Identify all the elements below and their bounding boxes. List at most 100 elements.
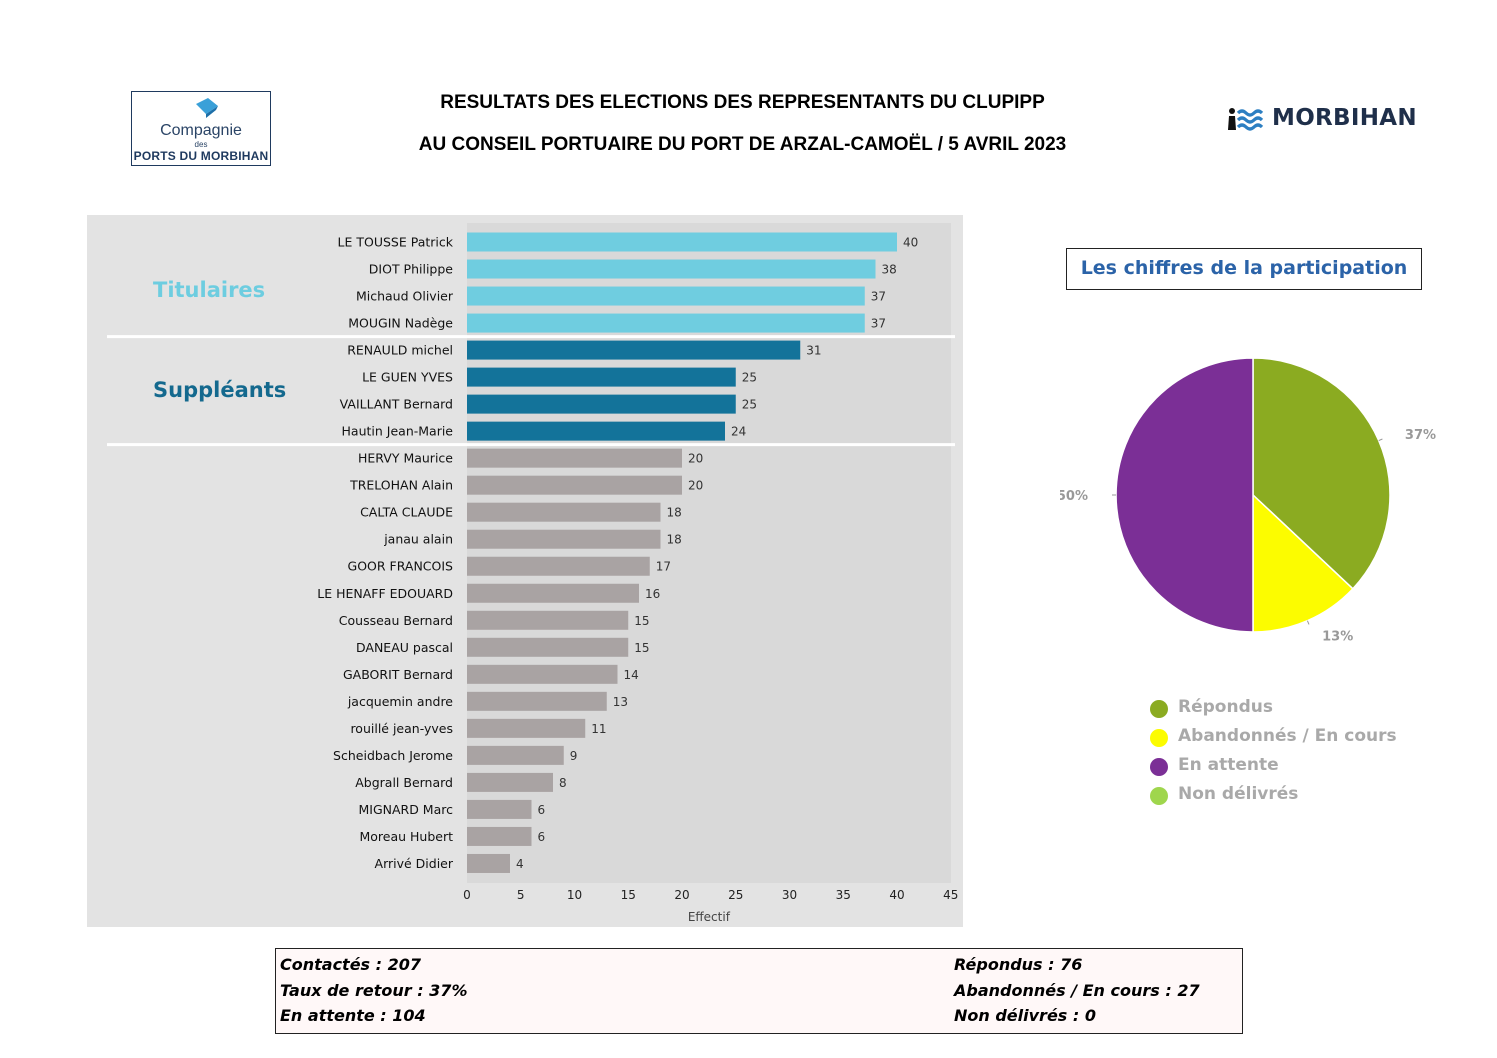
legend-label-repondus: Répondus — [1178, 697, 1273, 717]
waves-icon — [1228, 108, 1264, 131]
category-label: MIGNARD Marc — [358, 802, 453, 817]
legend-label-non-delivres: Non délivrés — [1178, 784, 1299, 804]
bar — [467, 313, 865, 333]
page-title-line-2: AU CONSEIL PORTUAIRE DU PORT DE ARZAL-CA… — [418, 134, 1067, 155]
participation-title: Les chiffres de la participation — [1066, 248, 1422, 290]
bar — [467, 637, 629, 657]
category-label: MOUGIN Nadège — [348, 316, 453, 331]
stat-taux-retour: Taux de retour : 37% — [280, 981, 468, 1000]
value-label: 9 — [570, 749, 578, 763]
category-label: jacquemin andre — [347, 694, 453, 709]
category-label: Moreau Hubert — [359, 829, 453, 844]
value-label: 14 — [624, 668, 639, 682]
pie-slice — [1115, 357, 1254, 633]
value-label: 17 — [656, 560, 671, 574]
category-label: GABORIT Bernard — [343, 667, 453, 682]
bar — [467, 556, 650, 576]
x-tick-label: 35 — [836, 888, 851, 902]
stat-abandonnes: Abandonnés / En cours : 27 — [954, 981, 1200, 1000]
value-label: 25 — [742, 398, 757, 412]
category-label: Hautin Jean-Marie — [342, 424, 454, 439]
legend-label-en-attente: En attente — [1178, 755, 1279, 775]
x-tick-label: 0 — [463, 888, 471, 902]
bar — [467, 745, 564, 765]
bar — [467, 259, 876, 279]
bar — [467, 664, 618, 684]
value-label: 15 — [634, 614, 649, 628]
value-label: 6 — [538, 803, 546, 817]
bar — [467, 826, 532, 846]
category-label: Arrivé Didier — [375, 856, 454, 871]
category-label: LE TOUSSE Patrick — [338, 235, 454, 250]
category-label: HERVY Maurice — [358, 451, 453, 466]
stat-non-delivres: Non délivrés : 0 — [954, 1006, 1096, 1025]
value-label: 18 — [667, 506, 682, 520]
logo-line-2: des — [194, 140, 208, 149]
value-label: 8 — [559, 776, 567, 790]
value-label: 40 — [903, 236, 918, 250]
stat-contactes: Contactés : 207 — [280, 955, 422, 974]
x-tick-label: 45 — [943, 888, 958, 902]
pie-percent-label: 50% — [1060, 489, 1088, 504]
pie-percent-label: 37% — [1405, 428, 1436, 443]
value-label: 13 — [613, 695, 628, 709]
bar — [467, 421, 725, 441]
category-label: CALTA CLAUDE — [360, 505, 453, 520]
value-label: 37 — [871, 290, 886, 304]
bar — [467, 475, 682, 495]
category-label: VAILLANT Bernard — [340, 397, 453, 412]
x-tick-label: 15 — [621, 888, 636, 902]
category-label: rouillé jean-yves — [350, 721, 453, 736]
category-label: Michaud Olivier — [356, 289, 454, 304]
legend-dot-en-attente — [1150, 758, 1168, 776]
bar-chart: LE TOUSSE Patrick 40 DIOT Philippe 38 Michau… — [107, 223, 958, 924]
value-label: 31 — [806, 344, 821, 358]
value-label: 20 — [688, 479, 703, 493]
stat-en-attente: En attente : 104 — [280, 1006, 426, 1025]
value-label: 16 — [645, 587, 660, 601]
bar — [467, 367, 736, 387]
pie-slice — [1252, 357, 1391, 590]
bar — [467, 853, 510, 873]
flag-icon — [196, 98, 218, 118]
value-label: 15 — [634, 641, 649, 655]
category-label: TRELOHAN Alain — [349, 478, 453, 493]
legend-label-abandonnes: Abandonnés / En cours — [1178, 726, 1397, 746]
category-label: GOOR FRANCOIS — [348, 559, 454, 574]
bar — [467, 340, 801, 360]
category-label: LE HENAFF EDOUARD — [317, 586, 453, 601]
logo-line-1: Compagnie — [160, 122, 242, 139]
bar — [467, 610, 629, 630]
pie-chart: 37% 13% 50% — [1060, 357, 1436, 644]
bar — [467, 394, 736, 414]
value-label: 6 — [538, 830, 546, 844]
category-label: janau alain — [383, 532, 453, 547]
value-label: 11 — [591, 722, 606, 736]
category-label: Scheidbach Jerome — [333, 748, 453, 763]
category-label: Cousseau Bernard — [339, 613, 453, 628]
page-title-line-1: RESULTATS DES ELECTIONS DES REPRESENTANT… — [440, 92, 1045, 113]
group-label-suppleants: Suppléants — [153, 378, 287, 402]
bar — [467, 448, 682, 468]
category-label: DANEAU pascal — [356, 640, 453, 655]
stat-repondus: Répondus : 76 — [954, 955, 1083, 974]
bar — [467, 583, 639, 603]
legend-dot-non-delivres — [1150, 787, 1168, 805]
category-label: RENAULD michel — [347, 343, 453, 358]
bar — [467, 286, 865, 306]
value-label: 38 — [882, 263, 897, 277]
category-label: DIOT Philippe — [369, 262, 454, 277]
legend-dot-repondus — [1150, 700, 1168, 718]
pie-leader-line — [1378, 438, 1383, 442]
bar — [467, 691, 607, 711]
category-label: LE GUEN YVES — [362, 370, 453, 385]
bar — [467, 772, 553, 792]
logo-morbihan: MORBIHAN — [1226, 104, 1417, 136]
bar — [467, 718, 586, 738]
bar — [467, 232, 897, 252]
pie-percent-label: 13% — [1322, 629, 1353, 644]
x-tick-label: 20 — [674, 888, 689, 902]
bar — [467, 502, 661, 522]
value-label: 37 — [871, 317, 886, 331]
x-tick-label: 30 — [782, 888, 797, 902]
